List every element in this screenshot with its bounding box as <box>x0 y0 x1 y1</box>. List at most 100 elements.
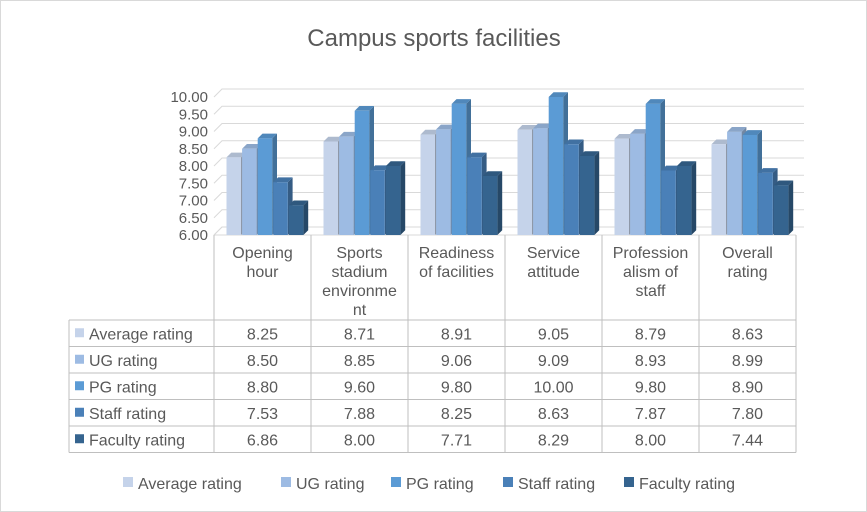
bar-front <box>385 166 401 235</box>
legend-swatch <box>624 477 634 487</box>
y-tick-label: 9.50 <box>179 106 208 123</box>
bar <box>773 180 794 235</box>
bar-top <box>226 152 246 158</box>
y-tick-label: 7.00 <box>179 193 208 210</box>
bar-top <box>742 130 762 135</box>
category-label: staff <box>636 283 667 300</box>
bar-front <box>630 133 645 235</box>
bar-top <box>323 136 343 142</box>
bar-front <box>711 144 726 235</box>
data-label: 8.79 <box>635 326 666 343</box>
series-swatch <box>75 381 84 391</box>
legend-swatch <box>391 477 401 487</box>
data-label: 9.60 <box>344 379 375 396</box>
legend-swatch <box>123 477 133 487</box>
bar-front <box>614 138 629 235</box>
data-label: 7.71 <box>441 432 472 449</box>
data-label: 7.44 <box>732 432 763 449</box>
bar-top <box>711 139 731 145</box>
bar-top <box>579 151 600 156</box>
bars <box>226 92 794 236</box>
bar-top <box>370 165 390 171</box>
category-label: Opening <box>232 245 293 262</box>
bar-front <box>579 155 595 235</box>
category-label: Overall <box>722 245 773 262</box>
bar-top <box>614 133 634 139</box>
gridline <box>213 123 804 132</box>
gridline <box>213 174 804 184</box>
category-label: environme <box>322 283 397 300</box>
bar-front <box>564 144 579 235</box>
y-tick-label: 7.50 <box>179 175 208 192</box>
data-label: 9.06 <box>441 353 472 370</box>
category-label: of facilities <box>419 264 494 281</box>
legend-label: Staff rating <box>518 476 595 493</box>
series-swatch <box>75 354 84 364</box>
bar-side <box>497 171 503 235</box>
data-label: 6.86 <box>247 432 278 449</box>
bar-top <box>564 139 584 145</box>
legend: Average rating UG rating PG rating Staff ra… <box>123 476 735 493</box>
data-label: 7.80 <box>732 406 763 423</box>
bar-front <box>758 172 773 235</box>
data-label: 7.87 <box>635 406 666 423</box>
bar-top <box>451 99 471 104</box>
bar-front <box>517 129 532 235</box>
bar-top <box>661 165 681 171</box>
category-label: stadium <box>331 264 387 281</box>
bar-front <box>467 157 482 235</box>
data-label: 8.00 <box>635 432 666 449</box>
data-label: 8.50 <box>247 353 278 370</box>
chart-title: Campus sports facilities <box>307 25 560 52</box>
bar-top <box>467 152 487 158</box>
bar-front <box>482 176 498 235</box>
bar <box>579 151 600 235</box>
y-tick-label: 8.00 <box>179 158 208 175</box>
bar-top <box>482 171 503 177</box>
data-label: 7.53 <box>247 406 278 423</box>
bar-side <box>303 200 309 235</box>
bar-front <box>451 103 467 236</box>
bar-side <box>788 180 794 235</box>
category-label: alism of <box>623 264 679 281</box>
data-label: 8.90 <box>732 379 763 396</box>
data-label: 8.29 <box>538 432 569 449</box>
bar-top <box>533 123 553 129</box>
bar <box>288 200 309 235</box>
series-name: Faculty rating <box>89 432 185 449</box>
bar-front <box>339 136 354 235</box>
data-label: 8.99 <box>732 353 763 370</box>
bar-top <box>645 99 665 104</box>
bar-front <box>323 141 338 235</box>
bar-top <box>676 161 697 166</box>
y-tick-label: 6.00 <box>179 227 208 244</box>
gridline <box>213 105 804 115</box>
gridline <box>213 88 804 98</box>
bar-front <box>645 103 661 236</box>
data-label: 9.09 <box>538 353 569 370</box>
bar-front <box>661 170 676 235</box>
bar-top <box>273 177 293 183</box>
data-label: 8.00 <box>344 432 375 449</box>
category-label: attitude <box>527 264 580 281</box>
series-name: UG rating <box>89 353 157 370</box>
bar-side <box>594 151 600 235</box>
series-swatch <box>75 328 84 338</box>
bar-front <box>773 185 789 235</box>
bar-top <box>436 124 456 130</box>
bar-top <box>339 131 359 137</box>
series-swatch <box>75 407 84 417</box>
bar-front <box>370 170 385 235</box>
bar-side <box>400 161 406 235</box>
data-label: 8.93 <box>635 353 666 370</box>
data-label: 8.71 <box>344 326 375 343</box>
bar-top <box>420 129 440 135</box>
data-label: 9.80 <box>635 379 666 396</box>
bar-top <box>758 168 778 173</box>
data-label: 8.25 <box>247 326 278 343</box>
bar-front <box>257 138 273 235</box>
legend-label: UG rating <box>296 476 364 493</box>
bar-front <box>226 157 241 235</box>
